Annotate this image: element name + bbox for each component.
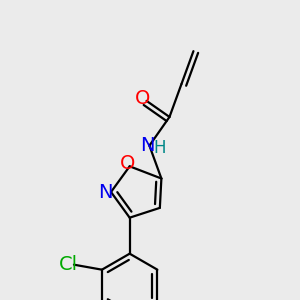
Text: O: O: [135, 89, 150, 108]
Text: N: N: [98, 182, 112, 202]
Text: H: H: [153, 139, 166, 157]
Text: Cl: Cl: [58, 255, 77, 274]
Text: O: O: [120, 154, 135, 173]
Text: N: N: [140, 136, 155, 155]
